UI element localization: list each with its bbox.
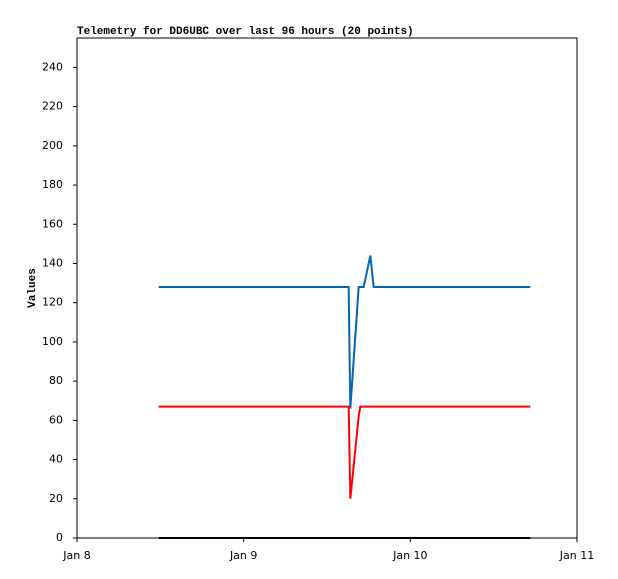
y-tick-label: 160 bbox=[42, 217, 63, 230]
y-tick-label: 100 bbox=[42, 335, 63, 348]
x-tick-label: Jan 10 bbox=[392, 549, 427, 562]
y-tick-label: 180 bbox=[42, 178, 63, 191]
y-tick-label: 60 bbox=[49, 413, 63, 426]
y-tick-label: 200 bbox=[42, 139, 63, 152]
chart-title: Telemetry for DD6UBC over last 96 hours … bbox=[77, 26, 414, 38]
y-tick-label: 40 bbox=[49, 453, 63, 466]
y-tick-label: 240 bbox=[42, 60, 63, 73]
y-tick-label: 80 bbox=[49, 374, 63, 387]
y-axis-label: Values bbox=[27, 268, 39, 308]
x-tick-label: Jan 11 bbox=[559, 549, 594, 562]
series-line bbox=[158, 255, 531, 409]
y-tick-label: 0 bbox=[56, 531, 63, 544]
y-tick-label: 20 bbox=[49, 492, 63, 505]
series-line bbox=[158, 405, 531, 499]
y-tick-label: 220 bbox=[42, 100, 63, 113]
y-tick-label: 120 bbox=[42, 296, 63, 309]
y-tick-label: 140 bbox=[42, 256, 63, 269]
x-tick-label: Jan 9 bbox=[229, 549, 257, 562]
x-tick-label: Jan 8 bbox=[62, 549, 90, 562]
